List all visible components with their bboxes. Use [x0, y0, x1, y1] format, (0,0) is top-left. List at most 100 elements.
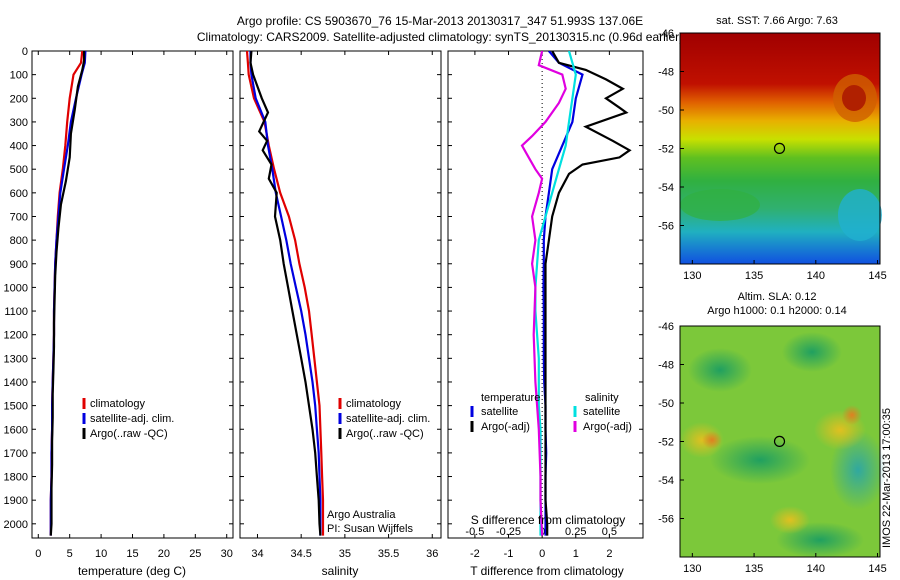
difference-panel-frame	[447, 50, 644, 539]
y-tick-label: 200	[10, 93, 28, 105]
temperature-axis: 0 5 10 15 20 25 300100200300400500600700800900…	[4, 46, 233, 560]
legend-label: Argo(-adj)	[583, 421, 632, 433]
x-tick-label: 10	[95, 548, 107, 560]
sst-map: sat. SST: 7.66 Argo: 7.63 130 135 140 145 -4…	[658, 15, 887, 282]
y-tick-label: -48	[658, 360, 674, 372]
y-tick-label: 1500	[4, 401, 28, 413]
x-tick-label: 0	[35, 548, 41, 560]
difference-lines	[520, 51, 632, 538]
y-tick-label: -56	[658, 514, 674, 526]
y-tick-label: 1700	[4, 448, 28, 460]
credit-line-2: PI: Susan Wijffels	[327, 523, 413, 535]
sla-map-low	[830, 430, 886, 510]
x-tick-label: 135	[745, 563, 763, 575]
sla-map-low	[710, 436, 810, 484]
x-tick-label: 5	[67, 548, 73, 560]
y-tick-label: 0	[22, 46, 28, 58]
series-argo-adj-	[544, 51, 632, 536]
salinity-xlabel: salinity	[322, 564, 359, 578]
difference-xlabel: T difference from climatology	[470, 564, 624, 578]
header-line-1: Argo profile: CS 5903670_76 15-Mar-2013 …	[237, 14, 643, 28]
x-tick-label: 34	[251, 548, 263, 560]
s-tick-label: 0.25	[565, 526, 586, 538]
sst-map-float-marker	[773, 142, 786, 154]
salinity-legend: climatology satellite-adj. clim. Argo(..…	[338, 398, 430, 440]
legend-title-temperature: temperature	[481, 392, 540, 404]
y-tick-label: -52	[658, 437, 674, 449]
x-tick-label: 20	[158, 548, 170, 560]
legend-label: Argo(-adj)	[481, 421, 530, 433]
x-tick-label: 130	[683, 563, 701, 575]
x-tick-label: 15	[126, 548, 138, 560]
sst-map-patch	[680, 189, 760, 221]
x-tick-label: 145	[868, 270, 886, 282]
sst-map-warm-core	[842, 85, 866, 111]
x-tick-label: 1	[573, 548, 579, 560]
sla-map-low	[782, 332, 842, 372]
y-tick-label: -54	[658, 182, 674, 194]
legend-label: satellite	[583, 406, 620, 418]
y-tick-label: 700	[10, 211, 28, 223]
legend-label: Argo(..raw -QC)	[90, 428, 168, 440]
temperature-legend: climatology satellite-adj. clim. Argo(..…	[82, 398, 174, 440]
sla-map-axis: 130 135 140 145 -46 -48 -50 -52 -54 -56	[658, 321, 887, 575]
sla-map-high	[842, 405, 862, 425]
x-tick-label: 30	[221, 548, 233, 560]
y-tick-label: -54	[658, 475, 674, 487]
y-tick-label: -46	[658, 321, 674, 333]
x-tick-label: -2	[470, 548, 480, 560]
x-tick-label: 140	[807, 563, 825, 575]
salinity-panel-frame	[239, 50, 442, 539]
y-tick-label: 1400	[4, 377, 28, 389]
y-tick-label: 1900	[4, 495, 28, 507]
legend-label: climatology	[346, 398, 402, 410]
y-tick-label: 2000	[4, 519, 28, 531]
sst-map-patch	[838, 189, 882, 241]
y-tick-label: 400	[10, 141, 28, 153]
y-tick-label: 1100	[4, 306, 28, 318]
y-tick-label: -50	[658, 105, 674, 117]
x-tick-label: 34.5	[290, 548, 311, 560]
sst-map-title: sat. SST: 7.66 Argo: 7.63	[716, 15, 838, 27]
sla-map-title-1: Altim. SLA: 0.12	[738, 291, 817, 303]
sla-map-title-2: Argo h1000: 0.1 h2000: 0.14	[707, 305, 846, 317]
y-tick-label: -46	[658, 28, 674, 40]
x-tick-label: 36	[426, 548, 438, 560]
difference-legend: temperature salinity satellite Argo(-adj…	[470, 392, 632, 433]
salinity-axis: 34 34.5 35 35.5 36	[240, 50, 441, 560]
y-tick-label: -52	[658, 144, 674, 156]
y-tick-label: 1200	[4, 330, 28, 342]
legend-label: satellite-adj. clim.	[346, 413, 430, 425]
legend-label: satellite-adj. clim.	[90, 413, 174, 425]
legend-label: Argo(..raw -QC)	[346, 428, 424, 440]
y-tick-label: 500	[10, 164, 28, 176]
x-tick-label: 25	[189, 548, 201, 560]
y-tick-label: 600	[10, 188, 28, 200]
y-tick-label: -50	[658, 398, 674, 410]
x-tick-label: 130	[683, 270, 701, 282]
y-tick-label: -48	[658, 67, 674, 79]
series-climatology	[245, 51, 325, 536]
x-tick-label: -1	[504, 548, 514, 560]
y-tick-label: 300	[10, 117, 28, 129]
temperature-lines	[49, 51, 87, 536]
y-tick-label: 1000	[4, 282, 28, 294]
series-argo-raw-qc-	[49, 51, 86, 536]
series-satellite	[534, 51, 577, 536]
sla-map-high	[702, 431, 722, 449]
legend-label: satellite	[481, 406, 518, 418]
legend-label: climatology	[90, 398, 146, 410]
y-tick-label: 100	[10, 70, 28, 82]
y-tick-label: 900	[10, 259, 28, 271]
sla-map: Altim. SLA: 0.12 Argo h1000: 0.1 h2000: …	[658, 291, 887, 575]
legend-title-salinity: salinity	[585, 392, 619, 404]
sla-map-low	[688, 348, 752, 392]
x-tick-label: 145	[868, 563, 886, 575]
x-tick-label: 2	[606, 548, 612, 560]
series-satellite	[542, 51, 584, 536]
timestamp: IMOS 22-Mar-2013 17:00:35	[881, 408, 893, 548]
x-tick-label: 0	[539, 548, 545, 560]
x-tick-label: 35	[339, 548, 351, 560]
s-tick-label: -0.5	[465, 526, 484, 538]
